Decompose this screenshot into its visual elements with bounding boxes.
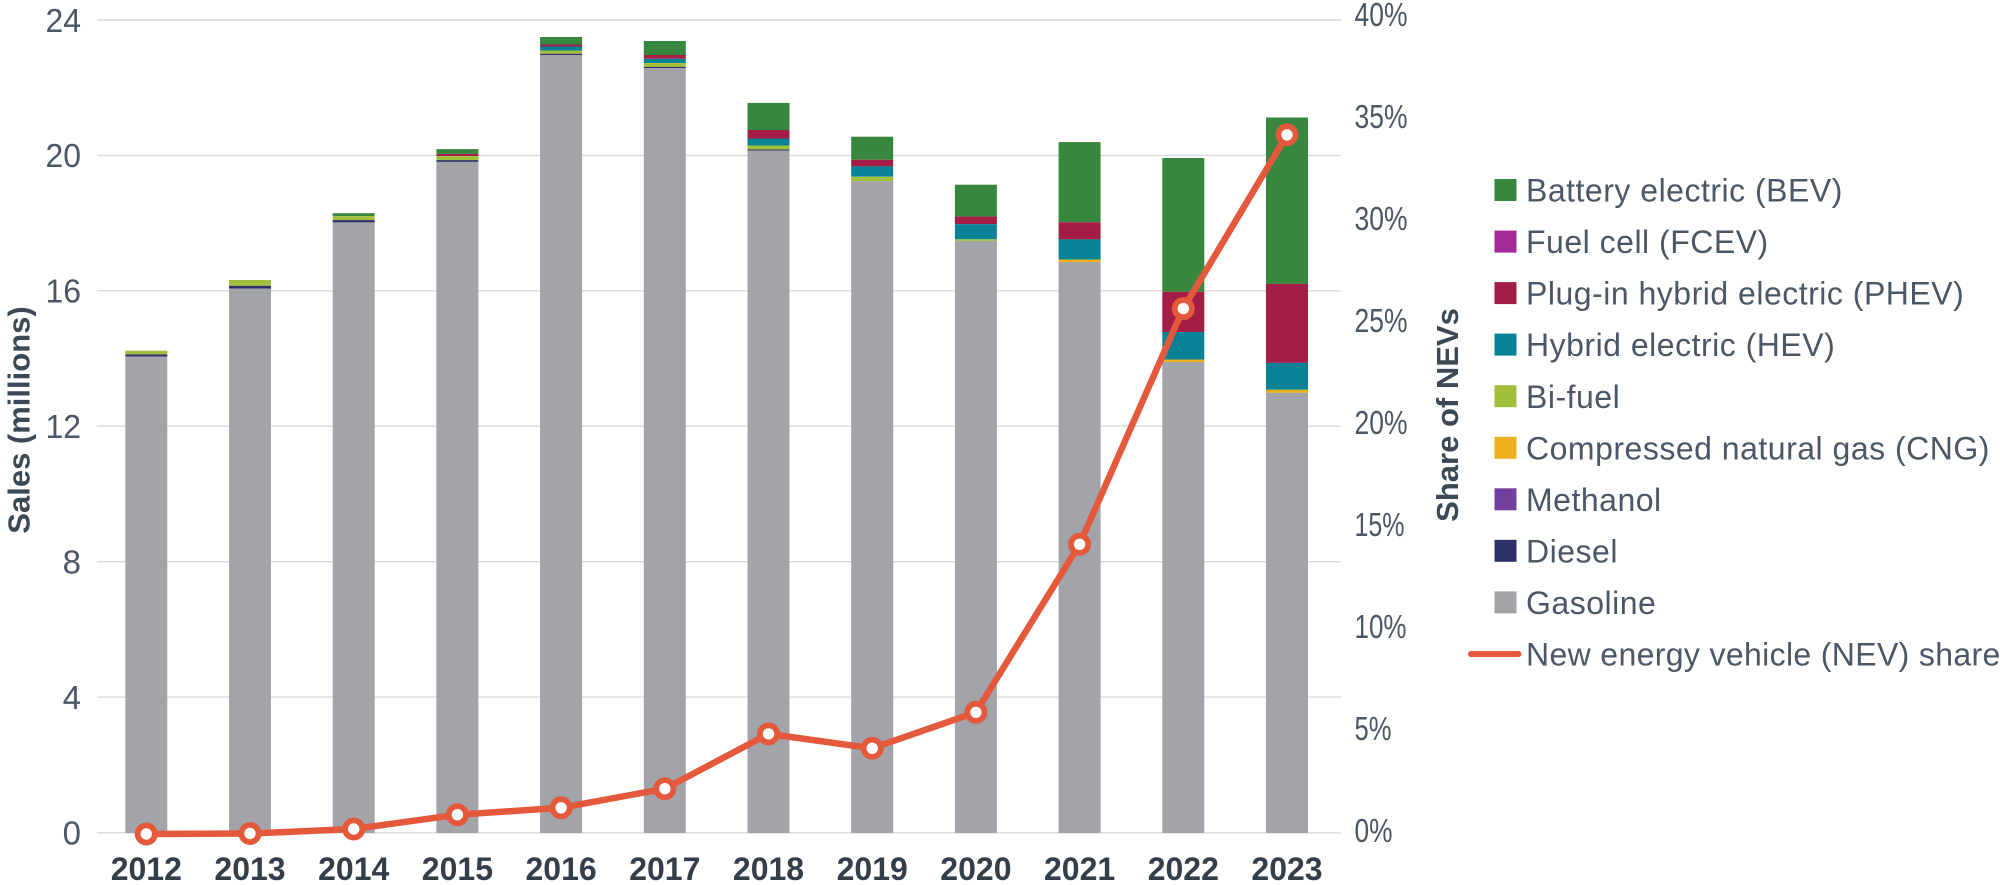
- svg-text:New energy vehicle (NEV) share: New energy vehicle (NEV) share: [1526, 637, 2000, 673]
- svg-text:2012: 2012: [111, 851, 182, 885]
- svg-text:30%: 30%: [1355, 200, 1408, 237]
- svg-text:24: 24: [46, 2, 82, 39]
- svg-text:Share of NEVs: Share of NEVs: [1430, 308, 1465, 522]
- svg-text:20%: 20%: [1355, 404, 1408, 441]
- svg-text:2021: 2021: [1044, 851, 1115, 885]
- svg-text:2017: 2017: [629, 851, 700, 885]
- svg-text:16: 16: [46, 273, 82, 310]
- svg-text:8: 8: [63, 544, 81, 581]
- svg-text:2022: 2022: [1148, 851, 1219, 885]
- svg-text:2014: 2014: [318, 851, 389, 885]
- svg-text:15%: 15%: [1355, 506, 1405, 543]
- svg-text:2023: 2023: [1251, 851, 1322, 885]
- svg-text:20: 20: [46, 137, 82, 174]
- svg-text:Methanol: Methanol: [1526, 482, 1662, 518]
- svg-text:10%: 10%: [1355, 608, 1407, 645]
- svg-text:2016: 2016: [526, 851, 597, 885]
- svg-text:Diesel: Diesel: [1526, 533, 1618, 569]
- svg-text:Compressed natural gas (CNG): Compressed natural gas (CNG): [1526, 430, 1990, 466]
- svg-text:Plug-in hybrid electric (PHEV): Plug-in hybrid electric (PHEV): [1526, 276, 1964, 312]
- svg-text:Sales (millions): Sales (millions): [2, 306, 37, 533]
- svg-text:40%: 40%: [1355, 0, 1408, 33]
- svg-text:2013: 2013: [214, 851, 285, 885]
- svg-text:5%: 5%: [1355, 710, 1392, 747]
- svg-text:Gasoline: Gasoline: [1526, 585, 1656, 621]
- svg-text:Fuel cell (FCEV): Fuel cell (FCEV): [1526, 224, 1769, 260]
- svg-text:35%: 35%: [1355, 98, 1408, 135]
- svg-text:2019: 2019: [837, 851, 908, 885]
- svg-text:2020: 2020: [940, 851, 1011, 885]
- svg-text:Hybrid electric (HEV): Hybrid electric (HEV): [1526, 327, 1835, 363]
- svg-text:25%: 25%: [1355, 302, 1408, 339]
- svg-text:0%: 0%: [1355, 812, 1393, 849]
- svg-text:Battery electric (BEV): Battery electric (BEV): [1526, 173, 1843, 209]
- svg-text:4: 4: [63, 679, 81, 716]
- svg-text:2015: 2015: [422, 851, 493, 885]
- svg-text:12: 12: [46, 408, 82, 445]
- svg-text:Bi-fuel: Bi-fuel: [1526, 379, 1620, 415]
- svg-text:0: 0: [63, 814, 81, 851]
- svg-text:2018: 2018: [733, 851, 804, 885]
